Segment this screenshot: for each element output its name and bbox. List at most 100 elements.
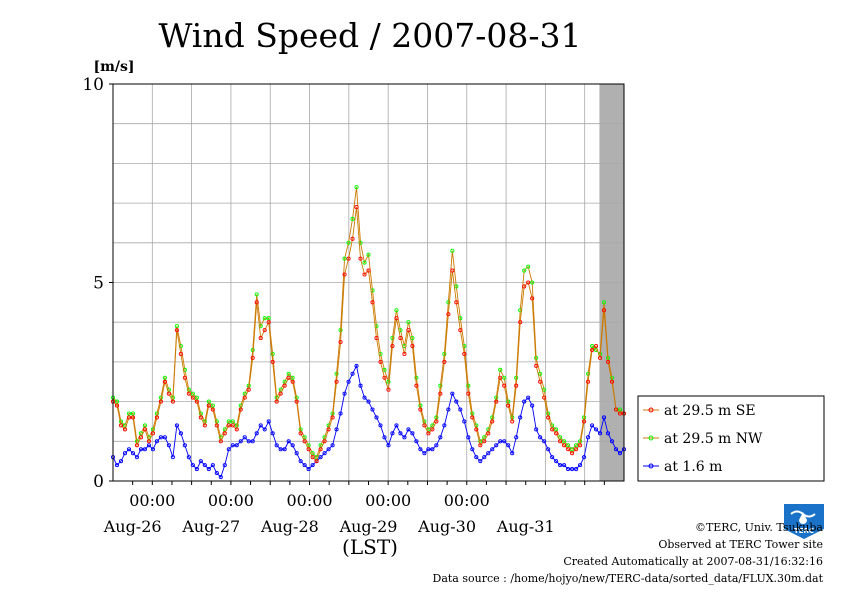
series-point	[526, 264, 531, 269]
series-point	[134, 455, 139, 460]
series-point	[582, 419, 587, 424]
series-point	[230, 419, 235, 424]
series-point	[270, 359, 275, 364]
series-point	[502, 375, 507, 380]
series-point	[326, 447, 331, 452]
series-point	[346, 240, 351, 245]
series-point	[350, 216, 355, 222]
series-point	[502, 439, 507, 444]
series-point	[154, 415, 159, 420]
series-point	[350, 371, 355, 376]
series-point	[230, 423, 235, 428]
legend-item-2: at 29.5 m NW	[643, 431, 763, 447]
series-point	[466, 383, 471, 388]
series-point	[282, 447, 287, 452]
series-point	[270, 351, 275, 357]
series-point	[406, 328, 411, 333]
series-point	[226, 447, 231, 452]
series-point	[514, 435, 519, 440]
x-time-label: 00:00	[444, 491, 490, 510]
series-point	[482, 455, 487, 460]
x-time-label: 00:00	[208, 491, 254, 510]
grid-lines	[113, 84, 624, 481]
series-point	[230, 443, 235, 448]
series-point	[494, 443, 499, 448]
legend-marker	[648, 463, 654, 469]
series-point	[118, 459, 124, 464]
series-point	[398, 431, 403, 436]
series-point	[494, 399, 499, 404]
series-point	[274, 443, 279, 448]
series-point	[218, 439, 223, 444]
series-point	[162, 379, 167, 384]
series-point	[166, 443, 171, 448]
series-point	[226, 423, 231, 428]
series-point	[446, 300, 451, 305]
series-point	[498, 367, 503, 372]
series-point	[158, 399, 163, 404]
series-point	[574, 447, 579, 452]
series-point	[550, 455, 555, 460]
x-time-label: 00:00	[129, 491, 175, 510]
x-date-label: Aug-26	[103, 517, 162, 536]
series-point	[126, 447, 132, 452]
series-point	[450, 248, 455, 253]
x-date-label: Aug-30	[417, 517, 476, 536]
series-point	[162, 435, 167, 440]
x-time-label: 00:00	[365, 491, 411, 510]
series-point	[414, 439, 419, 444]
series-point	[170, 399, 175, 404]
series-point	[382, 375, 387, 380]
series-point	[342, 391, 347, 396]
series-point	[206, 403, 211, 408]
series-point	[594, 343, 599, 349]
series-point	[609, 439, 615, 444]
terc-logo-drop-icon	[799, 512, 807, 524]
series-point	[182, 375, 187, 380]
series-point	[186, 391, 191, 396]
series-point	[186, 387, 191, 392]
series-point	[302, 439, 307, 444]
series-point	[570, 451, 575, 456]
series-point	[154, 439, 159, 444]
series-point	[474, 455, 479, 460]
series-point	[370, 407, 375, 412]
series-point	[322, 439, 327, 444]
series-point	[550, 427, 555, 432]
series-point	[542, 439, 547, 444]
series-line	[112, 207, 624, 462]
series-point	[558, 463, 563, 468]
series-layer	[110, 185, 627, 480]
series-point	[222, 431, 227, 436]
series-point	[190, 463, 195, 468]
series-point	[530, 296, 535, 301]
series-point	[338, 328, 343, 333]
series-point	[406, 320, 411, 325]
series-point	[114, 399, 120, 404]
series-point	[546, 411, 551, 416]
series-point	[158, 395, 163, 400]
series-point	[250, 355, 255, 360]
legend-label: at 1.6 m	[664, 459, 722, 475]
series-point	[306, 467, 311, 472]
series-point	[366, 268, 371, 273]
series-point	[210, 463, 215, 468]
series-point	[258, 336, 263, 341]
series-point	[442, 423, 447, 428]
series-point	[326, 427, 331, 432]
series-point	[310, 455, 315, 460]
series-point	[430, 427, 435, 432]
series-point	[390, 336, 395, 341]
series-point	[490, 447, 495, 452]
series-point	[398, 336, 403, 341]
series-point	[486, 451, 491, 456]
series-point	[134, 443, 139, 448]
series-point	[601, 415, 607, 420]
series-point	[426, 431, 431, 436]
series-point	[266, 419, 271, 424]
series-point	[574, 443, 579, 448]
series-point	[518, 415, 523, 420]
series-point	[526, 395, 531, 400]
series-point	[590, 347, 595, 353]
series-point	[617, 407, 623, 412]
